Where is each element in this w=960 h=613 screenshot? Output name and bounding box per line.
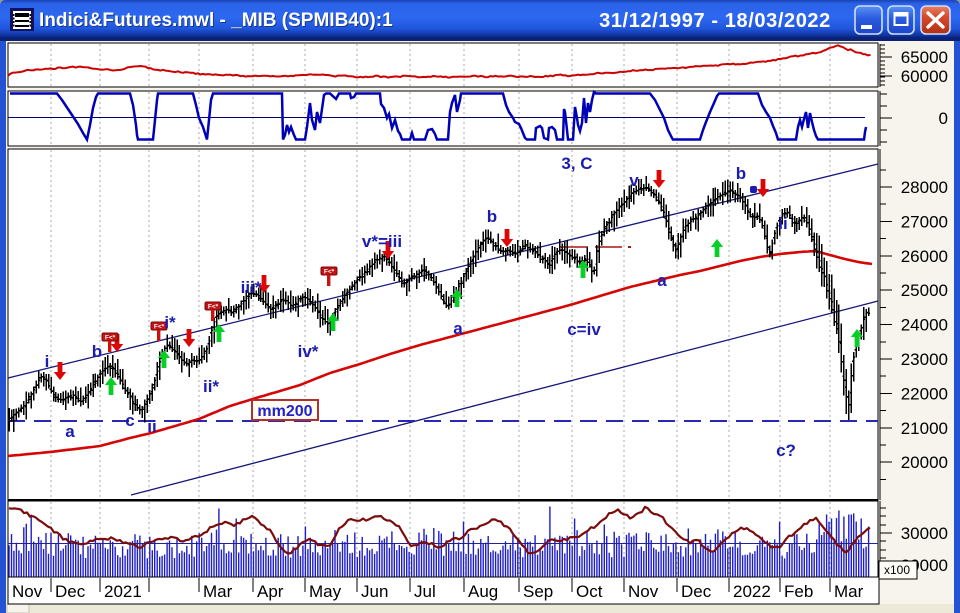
svg-text:i: i — [45, 352, 50, 371]
svg-text:Apr: Apr — [257, 582, 284, 601]
svg-text:28000: 28000 — [901, 178, 948, 197]
svg-text:i*: i* — [164, 313, 176, 332]
svg-text:x100: x100 — [884, 563, 910, 577]
svg-text:22000: 22000 — [901, 384, 948, 403]
svg-text:a: a — [657, 271, 667, 290]
svg-text:mm200: mm200 — [257, 403, 312, 420]
svg-text:Jun: Jun — [361, 582, 388, 601]
svg-text:ii: ii — [147, 417, 156, 436]
svg-text:iv*: iv* — [298, 342, 319, 361]
svg-text:c: c — [125, 411, 134, 430]
svg-text:3, C: 3, C — [561, 154, 592, 173]
svg-text:27000: 27000 — [901, 212, 948, 231]
svg-text:Indici&Futures.mwl - _MIB (SPM: Indici&Futures.mwl - _MIB (SPMIB40):1 — [40, 11, 394, 32]
svg-text:0: 0 — [939, 109, 948, 128]
svg-text:21000: 21000 — [901, 419, 948, 438]
svg-text:a: a — [453, 319, 463, 338]
svg-text:2022: 2022 — [733, 582, 771, 601]
svg-text:F<*: F<* — [324, 269, 335, 276]
svg-text:60000: 60000 — [901, 67, 948, 86]
svg-text:May: May — [309, 582, 342, 601]
svg-text:20000: 20000 — [901, 453, 948, 472]
svg-text:Dec: Dec — [55, 582, 86, 601]
svg-text:a: a — [65, 422, 75, 441]
svg-text:Oct: Oct — [576, 582, 603, 601]
svg-text:F<*: F<* — [154, 324, 165, 331]
svg-text:Mar: Mar — [834, 582, 864, 601]
svg-text:F<*: F<* — [208, 304, 219, 311]
svg-text:2021: 2021 — [104, 582, 142, 601]
svg-text:Indici&Futures.mwl - _MIB (SPM: Indici&Futures.mwl - _MIB (SPMIB40):1 — [39, 10, 393, 31]
svg-text:b: b — [92, 342, 102, 361]
svg-text:65000: 65000 — [901, 48, 948, 67]
svg-text:Aug: Aug — [468, 582, 498, 601]
svg-text:31/12/1997 - 18/03/2022: 31/12/1997 - 18/03/2022 — [599, 10, 831, 32]
svg-text:Nov: Nov — [12, 582, 43, 601]
svg-text:Nov: Nov — [628, 582, 659, 601]
svg-text:30000: 30000 — [901, 524, 948, 543]
svg-text:25000: 25000 — [901, 281, 948, 300]
svg-text:Dec: Dec — [681, 582, 712, 601]
svg-text:24000: 24000 — [901, 316, 948, 335]
svg-text:26000: 26000 — [901, 247, 948, 266]
svg-text:iii*: iii* — [241, 278, 262, 297]
svg-text:ii: ii — [778, 214, 787, 233]
svg-text:b: b — [487, 207, 497, 226]
svg-text:23000: 23000 — [901, 350, 948, 369]
svg-text:Jul: Jul — [414, 582, 436, 601]
svg-text:b: b — [736, 164, 746, 183]
svg-text:c?: c? — [776, 441, 796, 460]
svg-text:Sep: Sep — [523, 582, 553, 601]
svg-text:v: v — [629, 171, 639, 190]
svg-text:v*=iii: v*=iii — [362, 232, 402, 251]
svg-text:Mar: Mar — [203, 582, 233, 601]
svg-text:Feb: Feb — [784, 582, 813, 601]
svg-text:c=iv: c=iv — [567, 320, 601, 339]
svg-text:ii*: ii* — [203, 377, 219, 396]
svg-text:F<*: F<* — [105, 335, 116, 342]
